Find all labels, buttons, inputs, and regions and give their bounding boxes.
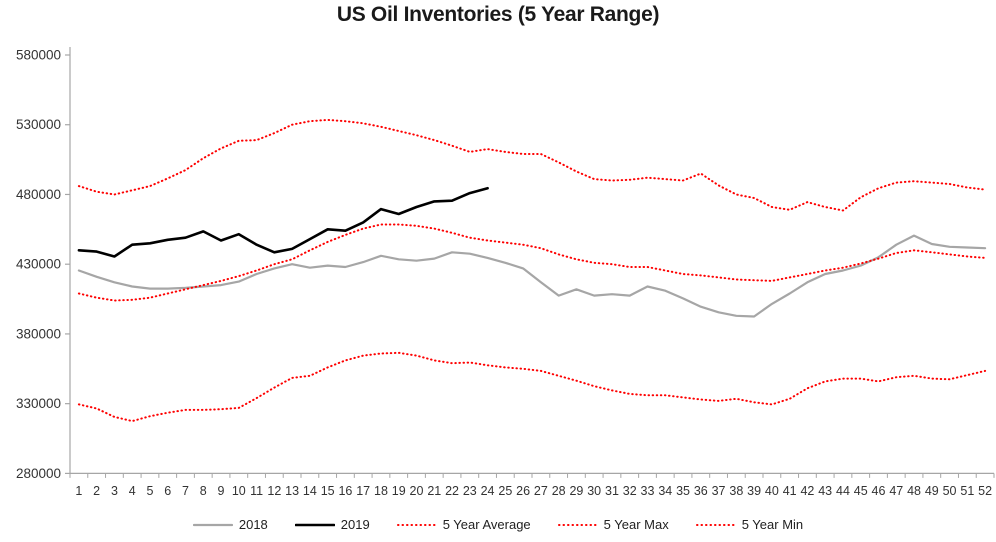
x-tick-label: 24 [481,484,495,498]
chart-legend: 2018 2019 5 Year Average 5 Year Max 5 Year M… [0,517,996,532]
x-tick-label: 27 [534,484,548,498]
series-line-5-year-max [77,118,987,212]
y-tick-label: 530000 [16,117,61,132]
x-tick-label: 23 [463,484,477,498]
x-tick-label: 30 [587,484,601,498]
x-tick-label: 40 [765,484,779,498]
x-tick-label: 19 [392,484,406,498]
x-tick-label: 17 [356,484,370,498]
x-tick-label: 21 [427,484,441,498]
x-tick-label: 11 [250,484,263,498]
legend-item-2018: 2018 [192,517,268,532]
y-tick-label: 480000 [16,187,61,202]
series-line-2019 [77,186,489,258]
x-tick-label: 16 [338,484,352,498]
chart-title: US Oil Inventories (5 Year Range) [336,3,660,26]
legend-item-2019: 2019 [294,517,370,532]
legend-swatch-icon [192,523,233,526]
x-tick-label: 4 [129,484,136,498]
legend-label: 5 Year Max [603,517,669,532]
x-tick-label: 33 [641,484,655,498]
x-axis: 1 2 3 4 5 6 7 8 9 10 11 12 13 14 15 16 17 18 19 20 21 22 23 24 2… [69,472,995,498]
x-tick-label: 31 [605,484,619,498]
series-line-2018 [77,234,987,318]
legend-label: 2019 [340,517,370,532]
x-tick-label: 9 [218,484,225,498]
legend-swatch-icon [294,523,335,526]
x-tick-label: 38 [729,484,743,498]
y-tick-label: 430000 [16,257,61,272]
x-tick-label: 12 [267,484,281,498]
x-tick-label: 43 [818,484,832,498]
legend-label: 5 Year Min [741,517,804,532]
x-tick-label: 22 [445,484,459,498]
x-tick-label: 18 [374,484,388,498]
legend-swatch-icon [695,523,736,526]
y-axis: 280000 330000 380000 430000 480000 530000 5800… [16,47,71,481]
x-tick-label: 10 [232,484,246,498]
legend-swatch-icon [396,523,437,526]
x-tick-label: 2 [93,484,100,498]
x-tick-label: 32 [623,484,637,498]
x-tick-label: 44 [836,484,850,498]
y-tick-label: 580000 [16,48,61,63]
x-tick-label: 39 [747,484,761,498]
series-line-5-year-min [77,351,987,423]
y-tick-label: 380000 [16,326,61,341]
legend-item-5-year-average: 5 Year Average [396,517,531,532]
series-line-5-year-average [77,223,987,302]
x-tick-label: 52 [978,484,992,498]
x-tick-label: 14 [303,484,317,498]
x-tick-label: 50 [943,484,957,498]
x-tick-label: 26 [516,484,530,498]
x-tick-label: 49 [925,484,939,498]
x-tick-label: 1 [75,484,82,498]
legend-item-5-year-min: 5 Year Min [695,517,804,532]
x-tick-label: 36 [694,484,708,498]
x-tick-label: 15 [321,484,335,498]
x-tick-label: 7 [182,484,189,498]
x-tick-label: 3 [111,484,118,498]
x-tick-label: 45 [854,484,868,498]
x-tick-label: 29 [569,484,583,498]
x-tick-label: 48 [907,484,921,498]
x-tick-label: 25 [498,484,512,498]
legend-swatch-icon [557,523,598,526]
x-tick-label: 42 [800,484,814,498]
y-tick-label: 280000 [16,466,61,481]
x-tick-label: 47 [889,484,903,498]
x-tick-label: 34 [658,484,672,498]
x-tick-label: 35 [676,484,690,498]
x-tick-label: 6 [164,484,171,498]
legend-label: 2018 [238,517,268,532]
x-tick-label: 46 [872,484,886,498]
x-tick-label: 37 [712,484,726,498]
x-tick-label: 41 [783,484,797,498]
y-tick-label: 330000 [16,396,61,411]
x-tick-label: 51 [960,484,974,498]
x-tick-label: 5 [146,484,153,498]
legend-label: 5 Year Average [442,517,531,532]
legend-item-5-year-max: 5 Year Max [557,517,669,532]
x-tick-label: 8 [200,484,207,498]
x-tick-label: 28 [552,484,566,498]
x-tick-label: 13 [285,484,299,498]
x-tick-label: 20 [410,484,424,498]
